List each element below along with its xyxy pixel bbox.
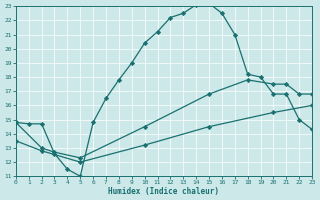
X-axis label: Humidex (Indice chaleur): Humidex (Indice chaleur) [108, 187, 220, 196]
